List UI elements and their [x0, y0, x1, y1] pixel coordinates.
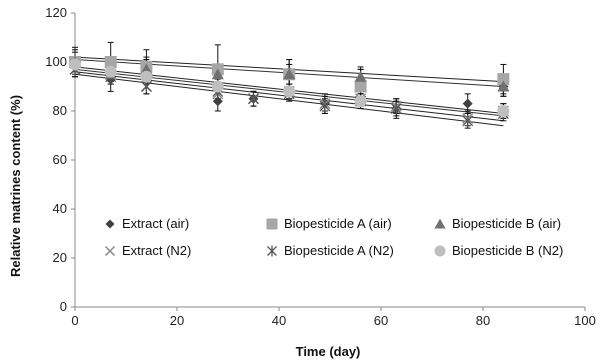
legend-label: Extract (air)	[122, 216, 189, 231]
data-point	[390, 102, 402, 115]
legend-label: Extract (N2)	[122, 243, 191, 258]
legend-label: Biopesticide A (N2)	[284, 243, 394, 258]
legend-label: Biopesticide B (N2)	[452, 243, 563, 258]
legend-marker	[266, 218, 278, 230]
legend: Extract (air) Biopesticide A (air) Biopest…	[104, 216, 563, 258]
data-point	[319, 100, 331, 113]
data-point	[354, 70, 367, 82]
y-tick-label: 120	[45, 5, 67, 20]
data-points	[69, 56, 510, 127]
data-point	[354, 95, 367, 108]
data-point	[462, 98, 473, 109]
x-tick-label: 0	[71, 313, 78, 328]
data-point	[283, 68, 296, 80]
y-tick-label: 80	[53, 103, 67, 118]
x-axis-label: Time (day)	[296, 344, 361, 359]
data-point	[104, 56, 117, 68]
legend-marker	[434, 218, 446, 229]
y-tick-label: 20	[53, 250, 67, 265]
data-point	[497, 80, 510, 92]
data-point	[462, 114, 474, 127]
data-point	[69, 58, 81, 71]
data-point	[354, 80, 367, 93]
data-point	[104, 65, 117, 78]
data-point	[497, 73, 510, 86]
data-point	[283, 85, 296, 98]
error-bars	[72, 41, 507, 129]
data-point	[140, 70, 153, 83]
y-tick-label: 60	[53, 152, 67, 167]
axes: 0 20 40 60 80 100 120 0 20 40 60 80 100	[45, 5, 596, 328]
data-point	[212, 96, 223, 107]
data-point	[211, 80, 224, 93]
y-tick-label: 0	[60, 299, 67, 314]
x-tick-label: 20	[170, 313, 184, 328]
legend-marker	[104, 245, 116, 257]
x-tick-label: 60	[374, 313, 388, 328]
y-tick-label: 40	[53, 201, 67, 216]
legend-marker	[267, 245, 277, 257]
legend-marker	[105, 219, 115, 229]
x-tick-label: 40	[272, 313, 286, 328]
data-point	[248, 92, 259, 105]
legend-label: Biopesticide B (air)	[452, 216, 561, 231]
y-axis-label: Relative matrines content (%)	[8, 95, 23, 277]
y-tick-label: 100	[45, 54, 67, 69]
x-tick-label: 80	[476, 313, 490, 328]
x-tick-label: 100	[574, 313, 596, 328]
legend-marker	[434, 245, 446, 257]
legend-label: Biopesticide A (air)	[284, 216, 392, 231]
data-point	[497, 105, 510, 117]
data-point	[211, 68, 224, 80]
